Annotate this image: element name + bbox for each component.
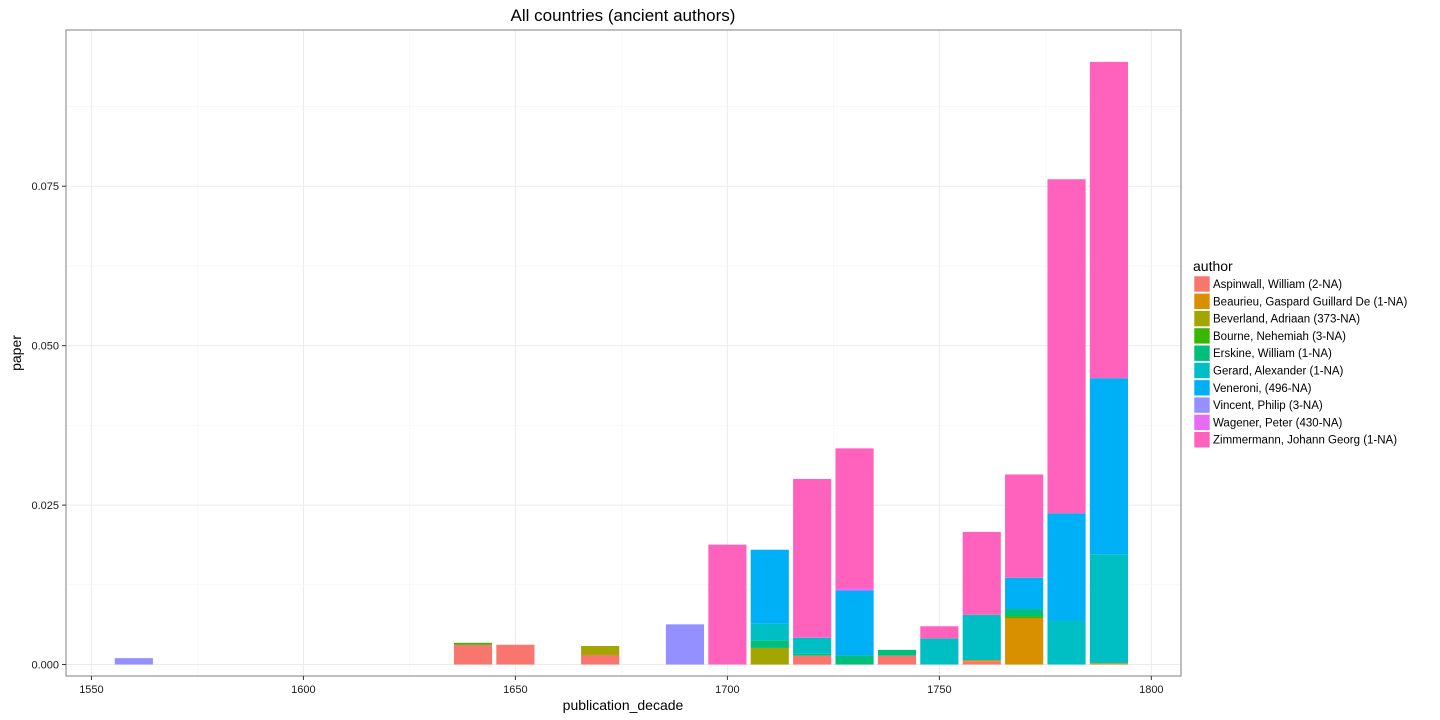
bar-segment: [581, 646, 620, 655]
bar-segment: [1005, 616, 1044, 618]
bar-segment: [750, 647, 789, 665]
bar-segment: [1089, 378, 1129, 555]
bar-segment: [962, 531, 1001, 615]
bar-segment: [835, 448, 874, 588]
bar-segment: [1089, 61, 1129, 379]
x-tick-label: 1700: [715, 684, 739, 696]
bar-segment: [877, 655, 917, 665]
bar-segment: [920, 626, 959, 639]
legend-key: [1193, 362, 1211, 379]
legend-label: Beverland, Adriaan (373-NA): [1213, 314, 1360, 326]
y-axis: 0.000 0.025 0.050 0.075: [31, 181, 66, 672]
legend-label: Beaurieu, Gaspard Guillard De (1-NA): [1213, 296, 1407, 308]
legend-key: [1193, 344, 1211, 362]
legend-key: [1193, 275, 1211, 293]
y-tick-label: 0.025: [31, 500, 59, 512]
legend-label: Bourne, Nehemiah (3-NA): [1213, 331, 1346, 343]
bar-segment: [750, 623, 789, 641]
bar-segment: [1047, 513, 1086, 621]
y-axis-title: paper: [8, 335, 24, 371]
bar-segment: [793, 478, 832, 638]
bar-segment: [581, 654, 620, 665]
bar-segment: [793, 653, 832, 656]
legend-title: author: [1193, 258, 1233, 274]
bar-segment: [1005, 577, 1044, 610]
legend-label: Gerard, Alexander (1-NA): [1213, 366, 1344, 378]
bar-segment: [1005, 609, 1044, 617]
x-tick-label: 1800: [1139, 684, 1163, 696]
bar-segment: [1047, 620, 1086, 665]
gridlines: [66, 30, 1181, 676]
legend-label: Wagener, Peter (430-NA): [1213, 417, 1342, 429]
plot-panel: [65, 29, 1182, 677]
x-tick-label: 1600: [291, 684, 315, 696]
legend-key: [1193, 379, 1211, 397]
bar-segment: [750, 549, 789, 624]
legend-key: [1193, 414, 1211, 431]
bar-segment: [962, 661, 1001, 665]
legend-key: [1193, 327, 1211, 345]
bar-segment: [835, 590, 874, 656]
legend-key: [1193, 431, 1211, 449]
legend-label: Erskine, William (1-NA): [1213, 348, 1332, 360]
bar-segment: [793, 637, 832, 654]
y-tick-label: 0.000: [31, 660, 59, 672]
bar-segment: [835, 655, 874, 665]
bars: [114, 61, 1129, 665]
legend-label: Aspinwall, William (2-NA): [1213, 279, 1342, 291]
bar-segment: [877, 649, 917, 656]
bar-segment: [962, 660, 1001, 662]
plot-border: [65, 29, 1182, 677]
bar-segment: [920, 638, 959, 665]
legend-label: Zimmermann, Johann Georg (1-NA): [1213, 435, 1397, 447]
bar-segment: [835, 587, 874, 591]
legend-label: Vincent, Philip (3-NA): [1213, 400, 1323, 412]
x-tick-label: 1650: [503, 684, 527, 696]
x-tick-label: 1550: [79, 684, 103, 696]
bar-segment: [665, 624, 705, 665]
legend-key: [1193, 396, 1211, 414]
x-axis: 1550 1600 1650 1700 1750 1800: [79, 676, 1164, 696]
bar-segment: [793, 655, 832, 665]
bar-segment: [496, 644, 535, 665]
bar-segment: [1089, 554, 1129, 664]
bar-segment: [453, 644, 493, 665]
bar-segment: [1005, 617, 1044, 665]
bar-segment: [1089, 663, 1129, 665]
bar-segment: [1047, 179, 1086, 514]
bar-segment: [708, 544, 747, 665]
legend: author Aspinwall, William (2-NA) Beaurieu…: [1193, 258, 1407, 449]
legend-key: [1193, 292, 1211, 310]
bar-segment: [962, 614, 1001, 661]
bar-segment: [114, 658, 153, 665]
bar-segment: [1005, 474, 1044, 578]
y-tick-label: 0.050: [31, 341, 59, 353]
y-tick-label: 0.075: [31, 181, 59, 193]
x-axis-title: publication_decade: [563, 697, 684, 713]
legend-label: Veneroni, (496-NA): [1213, 383, 1312, 395]
legend-key: [1193, 310, 1211, 327]
chart-title: All countries (ancient authors): [511, 6, 736, 25]
x-tick-label: 1750: [927, 684, 951, 696]
bar-segment: [750, 640, 789, 648]
bar-segment: [453, 642, 493, 645]
